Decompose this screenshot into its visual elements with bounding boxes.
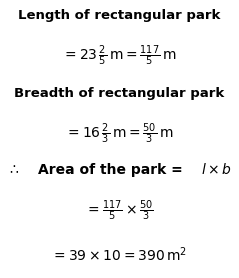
Text: $= 23\,\frac{2}{5}\,\mathrm{m} = \frac{117}{5}\,\mathrm{m}$: $= 23\,\frac{2}{5}\,\mathrm{m} = \frac{1…	[62, 43, 177, 68]
Text: $= \frac{117}{5} \times \frac{50}{3}$: $= \frac{117}{5} \times \frac{50}{3}$	[85, 199, 154, 224]
Text: Length of rectangular park: Length of rectangular park	[18, 9, 221, 22]
Text: $l \times b$: $l \times b$	[201, 162, 232, 177]
Text: $\therefore$: $\therefore$	[7, 163, 20, 177]
Text: Area of the park =: Area of the park =	[38, 163, 183, 177]
Text: Breadth of rectangular park: Breadth of rectangular park	[14, 87, 225, 100]
Text: $= 16\,\frac{2}{3}\,\mathrm{m} = \frac{50}{3}\,\mathrm{m}$: $= 16\,\frac{2}{3}\,\mathrm{m} = \frac{5…	[65, 121, 174, 146]
Text: $= 39 \times 10 = 390\,\mathrm{m}^2$: $= 39 \times 10 = 390\,\mathrm{m}^2$	[51, 245, 188, 264]
